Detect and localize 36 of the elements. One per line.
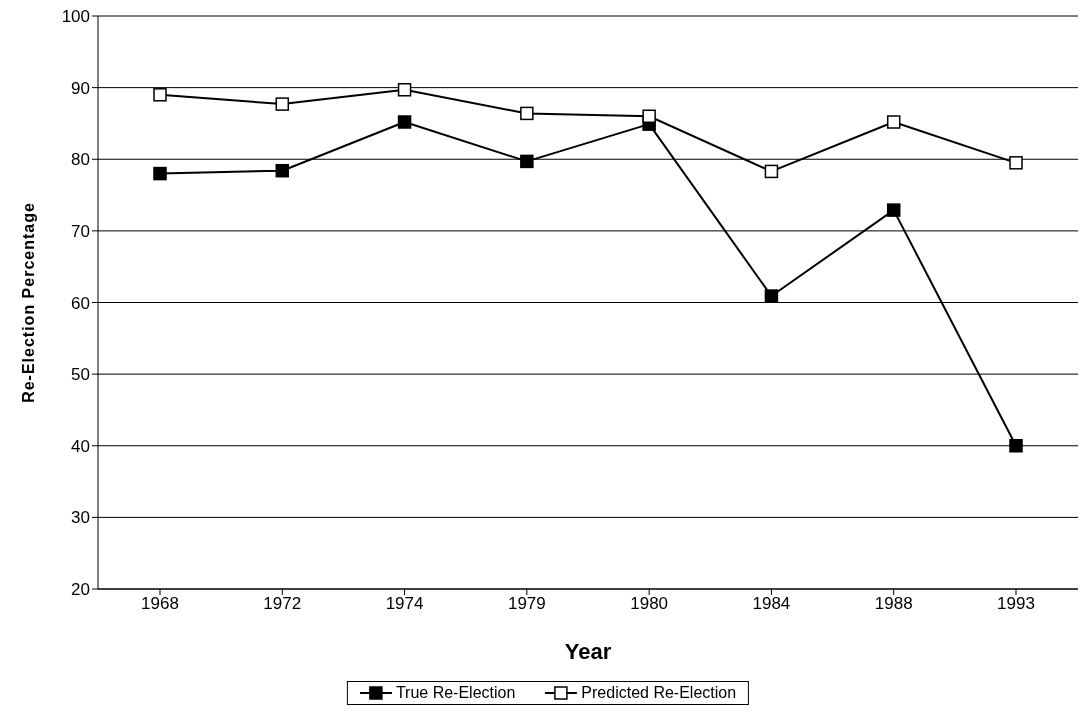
legend-label: Predicted Re-Election [580,684,737,702]
point [153,166,167,181]
y-tick-label: 80 [71,150,90,170]
point [520,106,534,121]
legend-label: True Re-Election [394,684,516,702]
point [886,203,901,217]
x-tick-label: 1972 [263,594,302,614]
point [520,154,534,169]
point [153,88,167,102]
point [764,289,779,303]
x-tick-label: 1980 [630,594,669,614]
x-tick-label: 1968 [141,594,179,614]
point [642,109,656,124]
point [886,115,901,129]
y-axis-title: Re-Election Percentage [19,202,37,403]
point [275,97,290,111]
y-tick-label: 60 [71,293,90,313]
x-tick-label: 1979 [507,594,546,614]
x-tick-label: 1984 [752,594,791,614]
y-tick-label: 20 [71,580,90,600]
point [397,115,412,129]
point [1009,439,1023,453]
y-tick-label: 90 [71,78,90,98]
y-tick-label: 70 [71,221,90,241]
point [275,163,290,178]
x-tick-label: 1988 [874,594,913,614]
point [1009,156,1023,170]
y-tick-label: 40 [71,436,90,456]
point [397,83,412,97]
x-tick-label: 1993 [997,594,1035,614]
x-tick-label: 1974 [385,594,424,614]
x-axis-title: Year [564,639,612,664]
point [764,164,779,179]
y-tick-label: 100 [61,7,90,27]
y-tick-label: 50 [71,365,90,385]
y-tick-label: 30 [71,508,90,528]
